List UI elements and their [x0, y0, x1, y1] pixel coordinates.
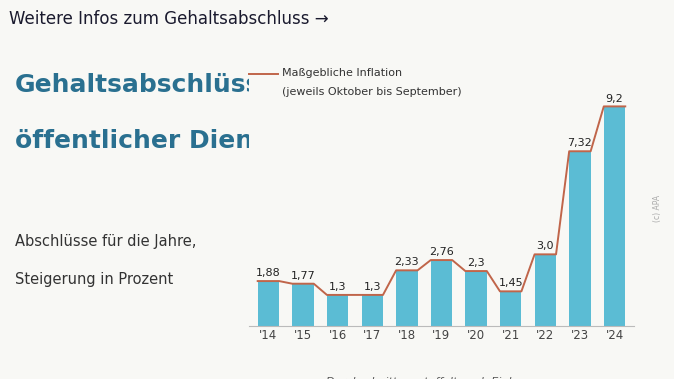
Text: 1,45: 1,45	[498, 279, 523, 288]
Bar	[361, 295, 383, 326]
Bar	[604, 106, 625, 326]
Bar	[431, 260, 452, 326]
Text: Weitere Infos zum Gehaltsabschluss →: Weitere Infos zum Gehaltsabschluss →	[9, 10, 329, 28]
Text: Gehaltsabschlüsse: Gehaltsabschlüsse	[15, 73, 278, 97]
Text: 2,3: 2,3	[467, 258, 485, 268]
Bar	[569, 151, 590, 326]
Text: 9,2: 9,2	[606, 94, 623, 103]
Text: 1,88: 1,88	[256, 268, 281, 278]
Text: (c) APA: (c) APA	[652, 195, 662, 222]
Text: 3,0: 3,0	[537, 241, 554, 252]
Text: 1,3: 1,3	[329, 282, 346, 292]
Text: Durchschnitt, gestaffelt nach Einkommen: Durchschnitt, gestaffelt nach Einkommen	[326, 377, 557, 379]
Text: öffentlicher Dienst: öffentlicher Dienst	[15, 129, 280, 153]
Text: 2,76: 2,76	[429, 247, 454, 257]
Text: Abschlüsse für die Jahre,: Abschlüsse für die Jahre,	[15, 234, 197, 249]
Bar	[396, 270, 418, 326]
Text: 7,32: 7,32	[568, 138, 592, 149]
Text: 1,77: 1,77	[290, 271, 315, 281]
Text: Maßgebliche Inflation: Maßgebliche Inflation	[282, 68, 402, 78]
Bar	[293, 284, 314, 326]
Text: 1,3: 1,3	[363, 282, 381, 292]
Bar	[465, 271, 487, 326]
Text: (jeweils Oktober bis September): (jeweils Oktober bis September)	[282, 88, 462, 97]
Bar	[327, 295, 348, 326]
Bar	[257, 281, 279, 326]
Bar	[500, 291, 522, 326]
Text: Steigerung in Prozent: Steigerung in Prozent	[15, 272, 173, 287]
Bar	[534, 254, 556, 326]
Text: 2,33: 2,33	[394, 257, 419, 268]
